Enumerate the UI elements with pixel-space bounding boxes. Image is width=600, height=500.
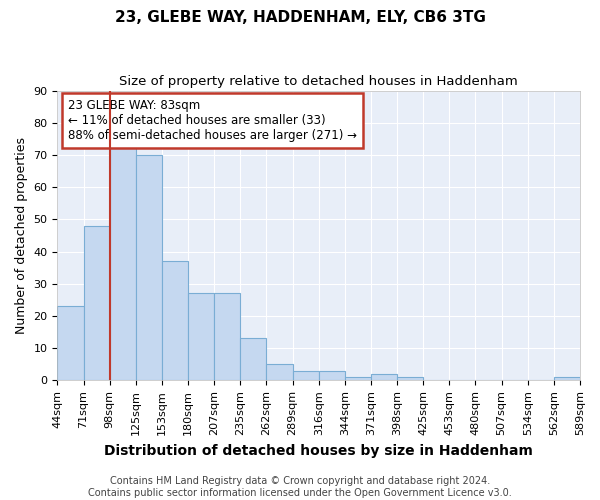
Bar: [319, 370, 345, 380]
Title: Size of property relative to detached houses in Haddenham: Size of property relative to detached ho…: [119, 75, 518, 88]
Bar: [83, 226, 110, 380]
X-axis label: Distribution of detached houses by size in Haddenham: Distribution of detached houses by size …: [104, 444, 533, 458]
Bar: [188, 294, 214, 380]
Bar: [371, 374, 397, 380]
Bar: [397, 377, 423, 380]
Bar: [345, 377, 371, 380]
Bar: [241, 338, 266, 380]
Text: 23 GLEBE WAY: 83sqm
← 11% of detached houses are smaller (33)
88% of semi-detach: 23 GLEBE WAY: 83sqm ← 11% of detached ho…: [68, 99, 357, 142]
Text: Contains HM Land Registry data © Crown copyright and database right 2024.
Contai: Contains HM Land Registry data © Crown c…: [88, 476, 512, 498]
Bar: [110, 139, 136, 380]
Bar: [554, 377, 580, 380]
Bar: [58, 306, 83, 380]
Bar: [293, 370, 319, 380]
Bar: [266, 364, 293, 380]
Y-axis label: Number of detached properties: Number of detached properties: [15, 137, 28, 334]
Bar: [214, 294, 241, 380]
Text: 23, GLEBE WAY, HADDENHAM, ELY, CB6 3TG: 23, GLEBE WAY, HADDENHAM, ELY, CB6 3TG: [115, 10, 485, 25]
Bar: [162, 261, 188, 380]
Bar: [136, 155, 162, 380]
